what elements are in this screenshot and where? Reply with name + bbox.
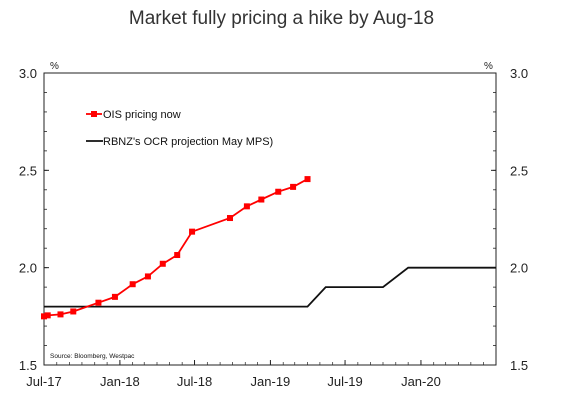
data-point: [290, 183, 297, 190]
data-point: [159, 260, 166, 267]
y-tick-label-right: 2.5: [510, 163, 528, 178]
y-tick-label-right: 3.0: [510, 66, 528, 81]
data-point: [304, 176, 311, 183]
y-tick-label-right: 1.5: [510, 358, 528, 373]
x-tick-label: Jan-18: [100, 374, 140, 389]
data-point: [111, 293, 118, 300]
legend-label-rbnz: RBNZ's OCR projection May MPS): [103, 136, 273, 148]
data-point: [174, 252, 181, 259]
data-point: [70, 308, 77, 315]
data-point: [129, 281, 136, 288]
data-point: [95, 299, 102, 306]
y-tick-label-left: 2.5: [19, 163, 37, 178]
series-line: [43, 178, 308, 318]
x-tick-label: Jan-19: [251, 374, 291, 389]
y-tick-label-left: 2.0: [19, 261, 37, 276]
source-note: Source: Bloomberg, Westpac: [50, 353, 135, 360]
data-point: [41, 313, 47, 320]
y-unit-right: %: [484, 61, 493, 72]
data-point: [189, 228, 196, 235]
legend-marker-ois: [91, 111, 97, 117]
x-tick-label: Jul-19: [327, 374, 362, 389]
data-point: [275, 188, 282, 195]
legend-label-ois: OIS pricing now: [103, 109, 181, 121]
x-tick-label: Jul-18: [177, 374, 212, 389]
y-tick-label-left: 1.5: [19, 358, 37, 373]
data-point: [243, 203, 250, 210]
y-tick-label-left: 3.0: [19, 66, 37, 81]
data-point: [144, 273, 151, 280]
data-point: [57, 311, 64, 318]
data-point: [258, 196, 265, 203]
y-unit-left: %: [50, 61, 59, 72]
data-point: [44, 312, 51, 319]
y-tick-label-right: 2.0: [510, 261, 528, 276]
chart-title: Market fully pricing a hike by Aug-18: [128, 8, 435, 29]
x-tick-label: Jan-20: [401, 374, 441, 389]
series-line: [44, 266, 496, 308]
data-point: [226, 215, 233, 222]
x-tick-label: Jul-17: [26, 374, 61, 389]
